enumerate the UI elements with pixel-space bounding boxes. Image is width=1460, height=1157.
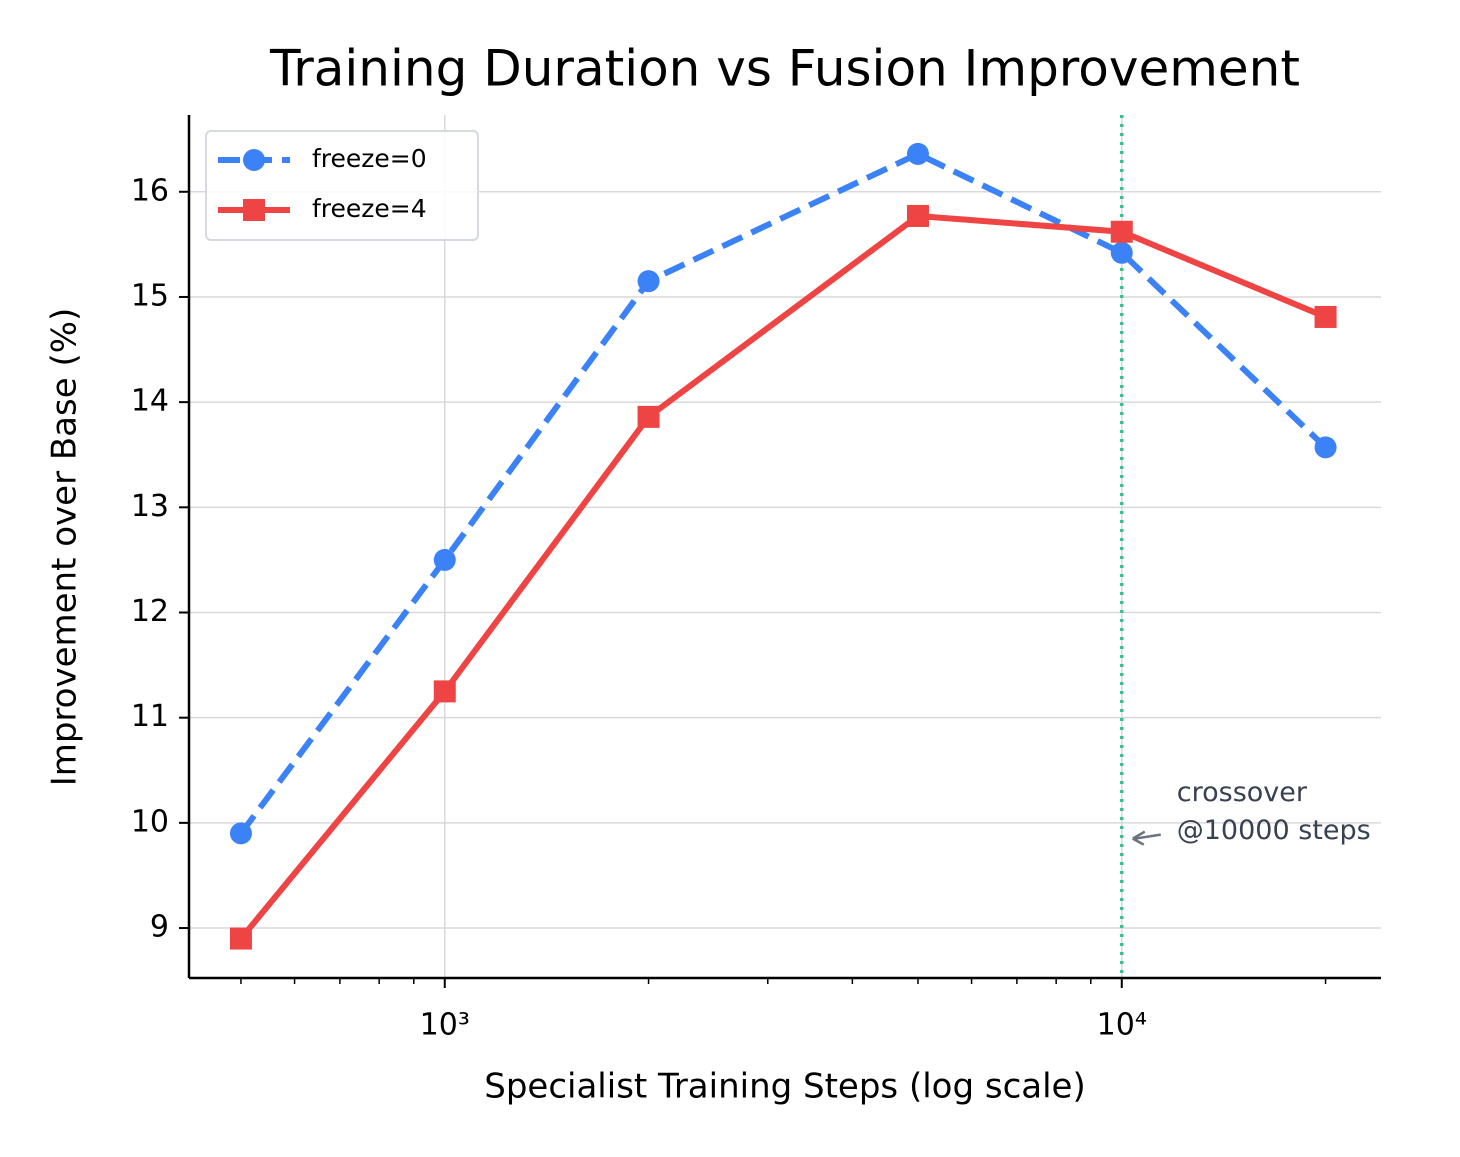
marker xyxy=(229,927,252,950)
annotation-text: @10000 steps xyxy=(1177,815,1371,846)
legend-marker xyxy=(243,199,265,221)
legend-marker xyxy=(243,149,265,171)
legend-label: freeze=4 xyxy=(312,194,427,223)
y-tick-label: 16 xyxy=(131,173,169,208)
x-axis-label: Specialist Training Steps (log scale) xyxy=(484,1067,1085,1107)
marker xyxy=(1314,436,1337,459)
legend: freeze=0 freeze=4 xyxy=(205,130,479,241)
x-tick-label: 10⁴ xyxy=(1097,1008,1147,1043)
annotation-arrow xyxy=(1134,833,1161,840)
chart-title: Training Duration vs Fusion Improvement xyxy=(269,40,1300,98)
series-line xyxy=(238,150,1328,836)
marker xyxy=(433,680,456,703)
marker xyxy=(637,270,660,293)
y-tick-label: 14 xyxy=(131,384,169,419)
marker xyxy=(229,822,252,845)
marker xyxy=(433,548,456,571)
marker xyxy=(1110,241,1133,264)
legend-label: freeze=0 xyxy=(312,144,427,173)
y-tick-label: 9 xyxy=(150,910,169,945)
marker xyxy=(906,204,929,227)
series-line xyxy=(238,212,1327,941)
y-tick-label: 15 xyxy=(131,278,169,313)
marker xyxy=(1110,220,1133,243)
y-tick-label: 10 xyxy=(131,804,169,839)
y-axis-label: Improvement over Base (%) xyxy=(45,308,85,787)
marker xyxy=(637,405,660,428)
marker xyxy=(1314,305,1337,328)
x-tick-label: 10³ xyxy=(420,1008,470,1043)
marker xyxy=(906,142,929,165)
y-tick-label: 12 xyxy=(131,594,169,629)
y-tick-label: 11 xyxy=(131,699,169,734)
annotation-text: crossover xyxy=(1177,777,1308,808)
annotation-arrowhead xyxy=(1132,830,1146,846)
y-tick-label: 13 xyxy=(131,489,169,524)
